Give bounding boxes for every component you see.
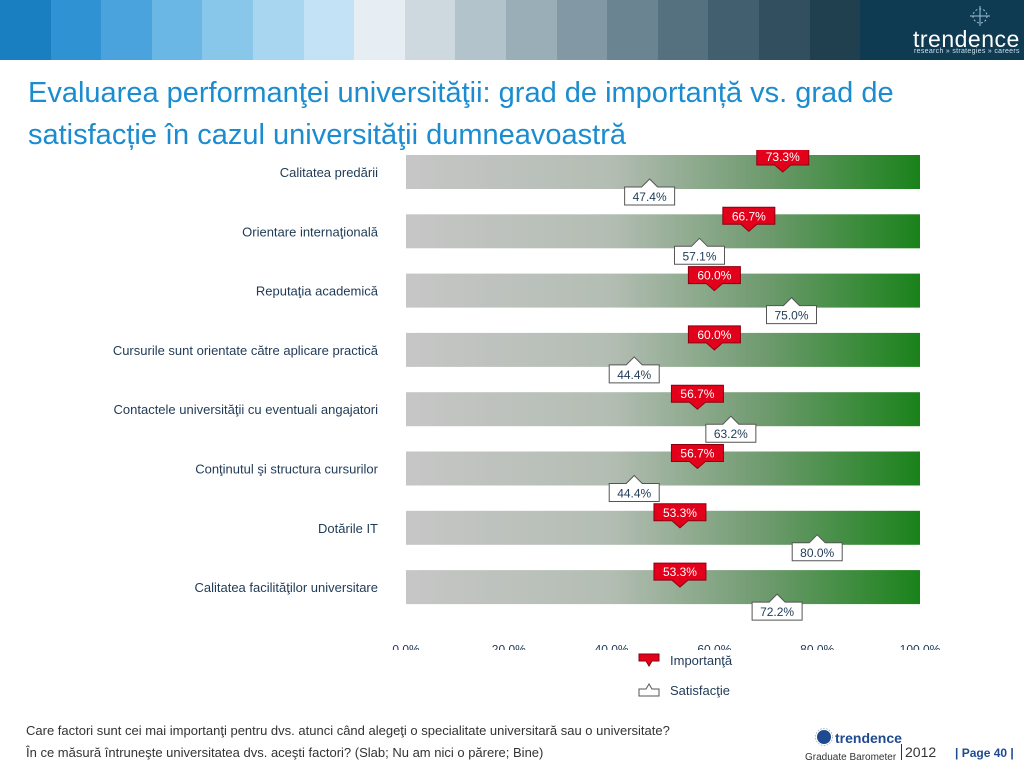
satisfaction-marker — [608, 474, 660, 502]
satisfaction-value-label: 75.0% — [774, 309, 808, 323]
header-stripe — [101, 0, 152, 60]
background-bar — [406, 332, 920, 367]
category-label: Calitatea predării — [280, 165, 378, 180]
header-stripe — [455, 0, 506, 60]
category-label: Conţinutul şi structura cursurilor — [195, 462, 378, 477]
header-stripe — [202, 0, 253, 60]
background-bar — [406, 155, 920, 189]
background-bar — [406, 451, 920, 486]
page-title: Evaluarea performanţei universităţii: gr… — [28, 77, 894, 151]
satisfaction-value-label: 72.2% — [760, 605, 794, 619]
globe-icon — [815, 728, 833, 746]
header-stripe — [556, 0, 608, 60]
satisfaction-value-label: 47.4% — [633, 190, 667, 204]
x-tick-label: 40.0% — [595, 642, 629, 650]
importance-satisfaction-chart: Calitatea predării 73.3% 47.4% Orientare in… — [113, 150, 941, 650]
importance-value-label: 66.7% — [732, 209, 766, 223]
brand-banner — [860, 0, 1024, 60]
importance-marker — [670, 444, 724, 470]
x-tick-label: 80.0% — [800, 642, 834, 650]
importance-value-label: 60.0% — [697, 269, 731, 283]
satisfaction-marker — [791, 534, 843, 562]
x-tick-label: 0.0% — [392, 642, 420, 650]
importance-marker — [687, 266, 741, 292]
x-tick-label: 100.0% — [900, 642, 941, 650]
background-bar — [406, 392, 920, 427]
satisfaction-value-label: 63.2% — [714, 427, 748, 441]
header-stripe — [708, 0, 759, 60]
header-stripe — [303, 0, 355, 60]
footer-logo-subtitle: Graduate Barometer — [805, 752, 897, 763]
header-stripe — [657, 0, 709, 60]
header-stripe — [809, 0, 861, 60]
background-bar — [406, 273, 920, 308]
legend-label-importance: Importanţă — [670, 653, 733, 668]
importance-value-label: 53.3% — [663, 565, 697, 579]
legend-label-satisfaction: Satisfacţie — [670, 683, 730, 698]
satisfaction-value-label: 80.0% — [800, 546, 834, 560]
page-number: | Page 40 | — [955, 746, 1014, 760]
importance-marker — [687, 325, 741, 351]
header-stripe — [354, 0, 405, 60]
satisfaction-marker — [608, 356, 660, 384]
header-stripe — [151, 0, 203, 60]
header-stripe — [505, 0, 557, 60]
category-label: Reputaţia academică — [256, 284, 379, 299]
importance-marker — [653, 562, 707, 588]
satisfaction-marker — [705, 415, 757, 443]
satisfaction-value-label: 44.4% — [617, 487, 651, 501]
satisfaction-value-label: 57.1% — [682, 249, 716, 263]
category-label: Dotările IT — [318, 521, 378, 536]
satisfaction-marker — [766, 296, 817, 325]
footer-question-1: Care factori sunt cei mai importanţi pen… — [26, 723, 670, 738]
satisfaction-value-label: 44.4% — [617, 368, 651, 382]
header-stripe — [404, 0, 456, 60]
x-tick-label: 60.0% — [697, 642, 731, 650]
header-stripe — [758, 0, 810, 60]
footer-logo-year: 2012 — [901, 744, 936, 760]
importance-value-label: 60.0% — [697, 328, 731, 342]
header-stripe — [0, 0, 51, 60]
brand-tagline: research » strategies » careers — [914, 48, 1020, 55]
importance-value-label: 56.7% — [680, 387, 714, 401]
importance-marker — [756, 150, 810, 173]
satisfaction-marker — [673, 237, 725, 265]
x-tick-label: 20.0% — [492, 642, 526, 650]
background-bar — [406, 214, 920, 249]
importance-marker — [653, 503, 707, 529]
category-label: Calitatea facilităţilor universitare — [194, 580, 378, 595]
header-stripe — [50, 0, 102, 60]
brand-name: trendence — [913, 26, 1020, 52]
category-label: Contactele universităţii cu eventuali an… — [114, 402, 379, 417]
category-label: Cursurile sunt orientate către aplicare … — [113, 343, 379, 358]
brand-compass-icon — [970, 6, 990, 26]
importance-marker-icon — [638, 653, 660, 667]
footer-question-2: În ce măsură întruneşte universitatea dv… — [26, 745, 544, 760]
importance-marker — [670, 384, 724, 410]
footer-logo-name: trendence — [835, 730, 902, 746]
importance-value-label: 56.7% — [680, 447, 714, 461]
satisfaction-marker — [624, 178, 676, 206]
category-label: Orientare internaţională — [242, 224, 379, 239]
header-stripe — [607, 0, 658, 60]
importance-marker — [722, 206, 776, 232]
satisfaction-marker — [751, 593, 803, 621]
importance-value-label: 73.3% — [766, 150, 800, 164]
header-stripe — [252, 0, 304, 60]
importance-value-label: 53.3% — [663, 506, 697, 520]
satisfaction-marker-icon — [638, 683, 660, 697]
header-color-stripes — [0, 0, 861, 60]
